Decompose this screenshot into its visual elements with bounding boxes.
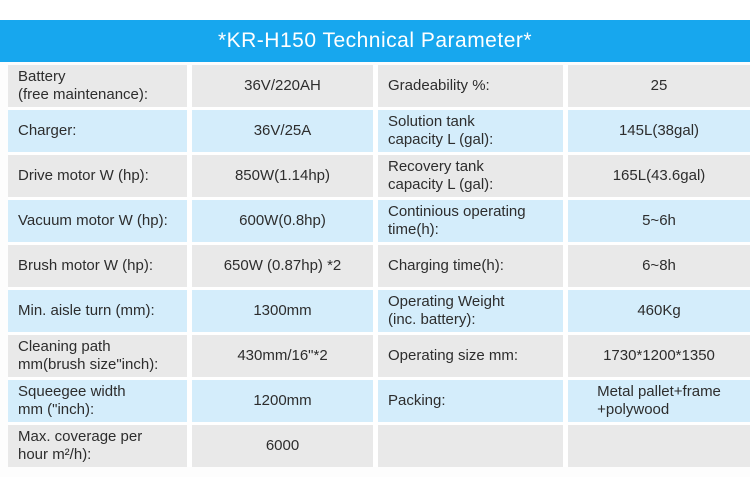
packing-label-text: Packing: <box>388 392 446 410</box>
gradeability-value: 25 <box>568 65 750 107</box>
battery-value: 36V/220AH <box>192 65 373 107</box>
brush-motor-value-text: 650W (0.87hp) *2 <box>223 257 342 275</box>
aisle-turn-value: 1300mm <box>192 290 373 332</box>
vacuum-motor-label: Vacuum motor W (hp): <box>8 200 187 242</box>
operating-weight-label: Operating Weight (inc. battery): <box>378 290 563 332</box>
max-coverage-value-text: 6000 <box>265 437 300 455</box>
aisle-turn-label: Min. aisle turn (mm): <box>8 290 187 332</box>
charger-label-text: Charger: <box>18 122 77 140</box>
empty-cell <box>378 425 563 467</box>
battery-label: Battery (free maintenance): <box>8 65 187 107</box>
cleaning-path-value: 430mm/16"*2 <box>192 335 373 377</box>
charger-label: Charger: <box>8 110 187 152</box>
charger-value-text: 36V/25A <box>253 122 312 140</box>
vacuum-motor-value: 600W(0.8hp) <box>192 200 373 242</box>
operating-size-label: Operating size mm: <box>378 335 563 377</box>
cleaning-path-label: Cleaning path mm(brush size"inch): <box>8 335 187 377</box>
drive-motor-label: Drive motor W (hp): <box>8 155 187 197</box>
solution-tank-label: Solution tank capacity L (gal): <box>378 110 563 152</box>
drive-motor-value-text: 850W(1.14hp) <box>234 167 331 185</box>
gradeability-label: Gradeability %: <box>378 65 563 107</box>
gradeability-value-text: 25 <box>650 77 668 95</box>
spec-sheet: *KR-H150 Technical Parameter* Battery (f… <box>0 20 750 477</box>
squeegee-width-label: Squeegee width mm ("inch): <box>8 380 187 422</box>
operating-size-value: 1730*1200*1350 <box>568 335 750 377</box>
packing-label: Packing: <box>378 380 563 422</box>
solution-tank-value-text: 145L(38gal) <box>618 122 700 140</box>
brush-motor-label: Brush motor W (hp): <box>8 245 187 287</box>
page-title: *KR-H150 Technical Parameter* <box>217 29 533 52</box>
charging-time-label-text: Charging time(h): <box>388 257 504 275</box>
vacuum-motor-label-text: Vacuum motor W (hp): <box>18 212 168 230</box>
cleaning-path-value-text: 430mm/16"*2 <box>237 347 328 365</box>
max-coverage-label-text: Max. coverage per hour m²/h): <box>18 428 143 463</box>
continuous-operating-value: 5~6h <box>568 200 750 242</box>
title-bar: *KR-H150 Technical Parameter* <box>0 20 750 62</box>
vacuum-motor-value-text: 600W(0.8hp) <box>239 212 326 230</box>
charging-time-value-text: 6~8h <box>642 257 676 275</box>
spec-table: Battery (free maintenance): 36V/220AH Gr… <box>8 65 750 467</box>
recovery-tank-value-text: 165L(43.6gal) <box>612 167 706 185</box>
operating-weight-value-text: 460Kg <box>637 302 681 320</box>
aisle-turn-value-text: 1300mm <box>253 302 312 320</box>
empty-cell <box>568 425 750 467</box>
recovery-tank-value: 165L(43.6gal) <box>568 155 750 197</box>
operating-size-label-text: Operating size mm: <box>388 347 519 365</box>
recovery-tank-label-text: Recovery tank capacity L (gal): <box>388 158 494 193</box>
squeegee-width-value: 1200mm <box>192 380 373 422</box>
cleaning-path-label-text: Cleaning path mm(brush size"inch): <box>18 338 159 373</box>
squeegee-width-value-text: 1200mm <box>253 392 312 410</box>
drive-motor-label-text: Drive motor W (hp): <box>18 167 149 185</box>
max-coverage-label: Max. coverage per hour m²/h): <box>8 425 187 467</box>
brush-motor-value: 650W (0.87hp) *2 <box>192 245 373 287</box>
drive-motor-value: 850W(1.14hp) <box>192 155 373 197</box>
continuous-operating-label-text: Continious operating time(h): <box>388 203 526 238</box>
solution-tank-value: 145L(38gal) <box>568 110 750 152</box>
recovery-tank-label: Recovery tank capacity L (gal): <box>378 155 563 197</box>
continuous-operating-label: Continious operating time(h): <box>378 200 563 242</box>
max-coverage-value: 6000 <box>192 425 373 467</box>
operating-weight-label-text: Operating Weight (inc. battery): <box>388 293 505 328</box>
operating-size-value-text: 1730*1200*1350 <box>603 347 715 365</box>
solution-tank-label-text: Solution tank capacity L (gal): <box>388 113 494 148</box>
aisle-turn-label-text: Min. aisle turn (mm): <box>18 302 155 320</box>
continuous-operating-value-text: 5~6h <box>642 212 676 230</box>
charging-time-value: 6~8h <box>568 245 750 287</box>
charging-time-label: Charging time(h): <box>378 245 563 287</box>
packing-value: Metal pallet+frame +polywood <box>568 380 750 422</box>
battery-label-text: Battery (free maintenance): <box>18 68 149 103</box>
operating-weight-value: 460Kg <box>568 290 750 332</box>
packing-value-text: Metal pallet+frame +polywood <box>597 383 721 418</box>
squeegee-width-label-text: Squeegee width mm ("inch): <box>18 383 126 418</box>
battery-value-text: 36V/220AH <box>244 77 321 95</box>
charger-value: 36V/25A <box>192 110 373 152</box>
brush-motor-label-text: Brush motor W (hp): <box>18 257 154 275</box>
gradeability-label-text: Gradeability %: <box>388 77 490 95</box>
